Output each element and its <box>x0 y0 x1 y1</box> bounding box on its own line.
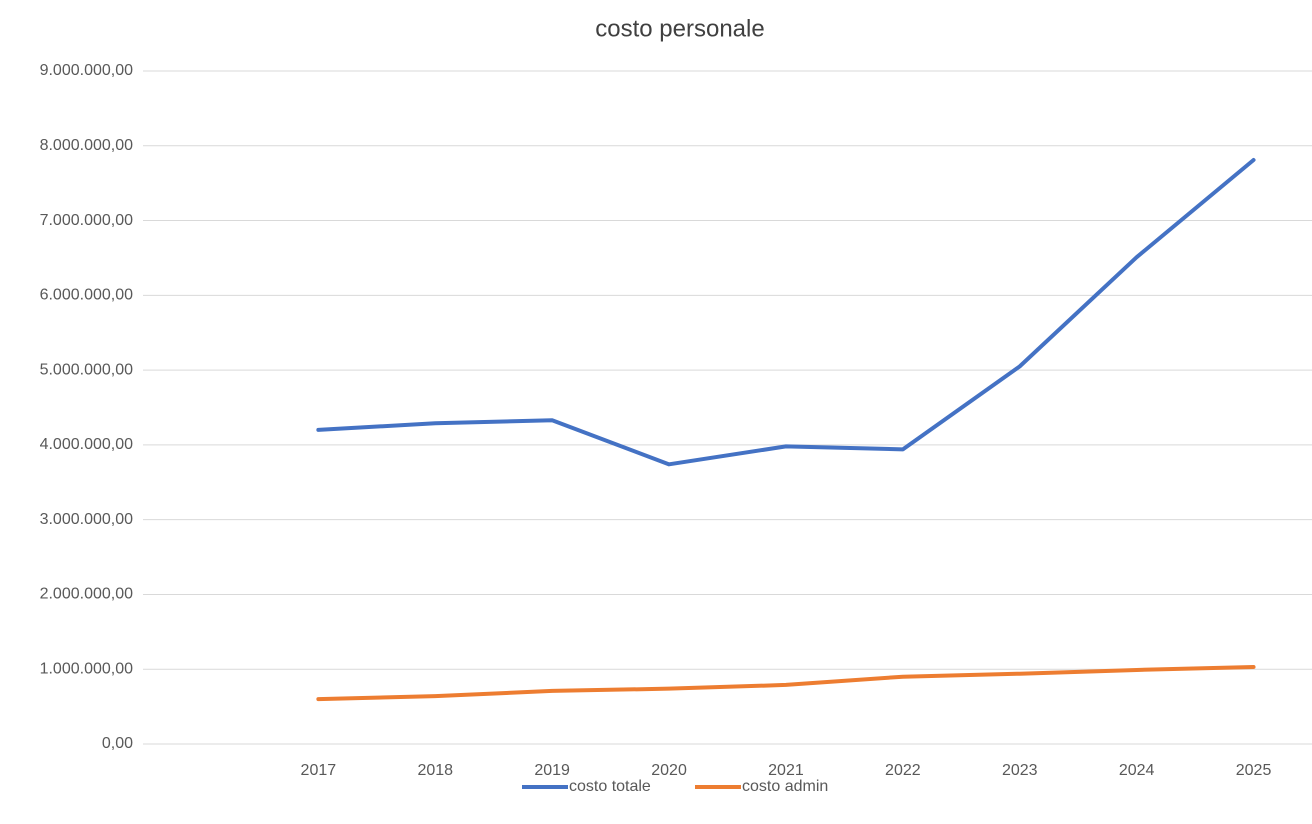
x-tick-label: 2019 <box>534 762 570 779</box>
series-line <box>316 664 1256 702</box>
y-tick-label: 4.000.000,00 <box>40 436 134 453</box>
legend-label: costo totale <box>569 778 651 795</box>
y-tick-label: 3.000.000,00 <box>40 511 134 528</box>
y-tick-label: 6.000.000,00 <box>40 287 134 304</box>
x-tick-label: 2023 <box>1002 762 1038 779</box>
y-tick-label: 8.000.000,00 <box>40 137 134 154</box>
y-tick-label: 9.000.000,00 <box>40 62 134 79</box>
y-tick-label: 7.000.000,00 <box>40 212 134 229</box>
x-tick-label: 2025 <box>1236 762 1272 779</box>
x-tick-label: 2017 <box>301 762 337 779</box>
series-line <box>316 157 1256 467</box>
x-tick-label: 2021 <box>768 762 804 779</box>
chart-title: costo personale <box>595 15 764 42</box>
y-tick-label: 5.000.000,00 <box>40 361 134 378</box>
y-tick-label: 2.000.000,00 <box>40 586 134 603</box>
x-tick-label: 2022 <box>885 762 921 779</box>
legend-label: costo admin <box>742 778 828 795</box>
y-tick-label: 0,00 <box>102 735 133 752</box>
x-tick-label: 2018 <box>417 762 453 779</box>
x-tick-label: 2020 <box>651 762 687 779</box>
y-tick-label: 1.000.000,00 <box>40 660 134 677</box>
x-tick-label: 2024 <box>1119 762 1155 779</box>
